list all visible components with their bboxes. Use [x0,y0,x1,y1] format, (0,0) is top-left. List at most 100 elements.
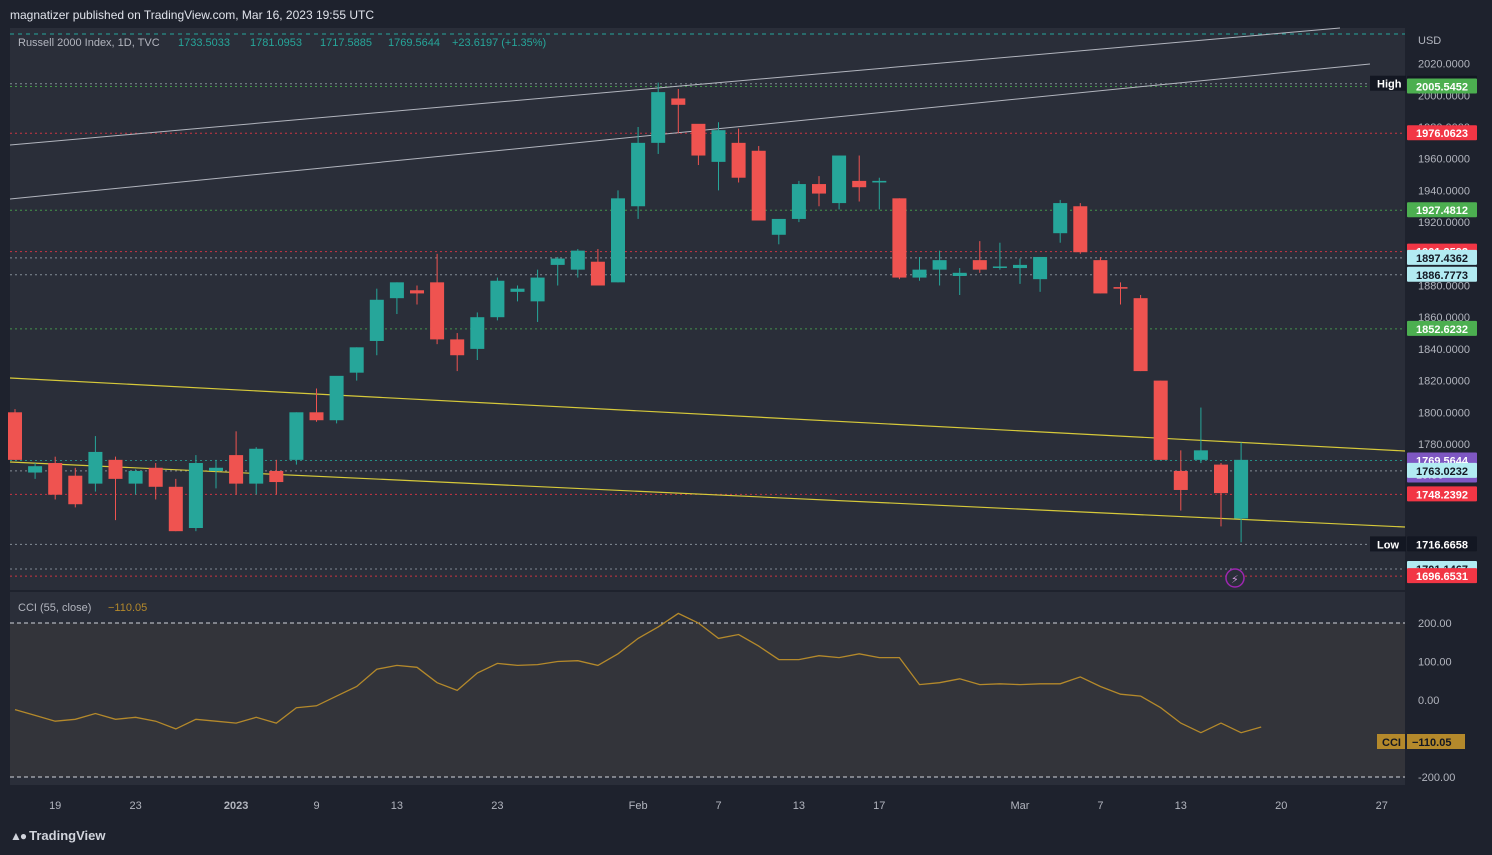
candle[interactable] [349,347,364,381]
candle[interactable] [108,456,123,521]
candle[interactable] [249,447,264,495]
candle-body [1073,206,1088,253]
candle[interactable] [711,122,726,191]
candle[interactable] [872,177,887,210]
candle[interactable] [329,375,344,424]
candle[interactable] [389,282,404,315]
candle[interactable] [1093,256,1108,294]
price-label[interactable]: 1976.0623 [1407,125,1477,141]
price-tag-low: Low [1377,539,1399,551]
price-label-bg [1407,266,1477,282]
candle[interactable] [992,242,1007,270]
candle[interactable] [289,412,304,465]
time-axis[interactable] [10,790,1405,820]
candle[interactable] [691,123,706,166]
trendline-upper-2[interactable] [9,63,1371,200]
candle[interactable] [470,312,485,360]
candle-body [148,467,163,487]
price-pane[interactable] [10,28,1405,590]
candle[interactable] [430,253,445,345]
candle[interactable] [369,288,384,356]
candle[interactable] [510,285,525,302]
candle[interactable] [550,256,565,286]
time-tick-label: 13 [391,800,403,812]
candle[interactable] [1013,258,1027,284]
candle[interactable] [751,146,766,221]
candle[interactable] [410,285,424,305]
candle[interactable] [671,88,686,134]
candle[interactable] [1053,199,1068,243]
candle[interactable] [932,250,947,286]
price-label[interactable]: 1763.0232 [1407,462,1477,478]
candle[interactable] [209,459,223,489]
candle-body [1013,264,1027,269]
footer-brand[interactable]: ▲● TradingView [10,828,105,843]
candle[interactable] [590,249,605,286]
candle[interactable] [28,463,43,479]
candle[interactable] [8,409,22,460]
lightning-icon[interactable] [1225,568,1245,588]
candle[interactable] [1214,463,1228,527]
price-label[interactable]: 1748.2392 [1407,486,1477,502]
candle[interactable] [450,333,465,372]
candle[interactable] [309,388,324,422]
candle[interactable] [1193,407,1208,464]
price-label[interactable]: 1696.6531 [1407,568,1477,584]
price-label[interactable]: 1897.4362 [1407,249,1477,265]
candle[interactable] [490,277,505,321]
candle-body [952,272,967,276]
publisher-header: magnatizer published on TradingView.com,… [10,8,374,22]
candle[interactable] [912,256,927,281]
candle[interactable] [771,218,786,245]
candle[interactable] [1113,282,1128,305]
candle-body [771,218,786,235]
price-label[interactable]: 1852.6232 [1407,320,1477,336]
candle[interactable] [972,241,987,273]
candle[interactable] [148,463,163,500]
candle[interactable] [631,127,646,219]
candle-body [1033,256,1048,280]
candle[interactable] [128,469,143,495]
candle[interactable] [1153,380,1168,460]
price-axis[interactable] [1405,28,1487,785]
candle[interactable] [1073,203,1088,254]
candle-body [1093,260,1108,294]
candle[interactable] [651,82,666,154]
price-tick-label: 1940.0000 [1418,185,1470,197]
candle[interactable] [1173,450,1188,511]
candle[interactable] [611,190,625,283]
trendline-upper-1[interactable] [9,27,1341,146]
candle[interactable] [229,431,244,495]
price-label[interactable]: 2005.5452 [1407,78,1477,94]
cci-value-label[interactable]: CCI −110.05 [1377,734,1465,749]
price-label[interactable]: 1716.6658 Low [1370,536,1477,552]
candle[interactable] [892,198,907,280]
candle[interactable] [812,176,826,207]
candle[interactable] [48,456,63,500]
price-label[interactable]: 1927.4812 [1407,202,1477,218]
candle[interactable] [731,128,746,183]
candle[interactable] [68,467,83,508]
price-label[interactable]: 1886.7773 [1407,266,1477,282]
channel-line-top[interactable] [9,377,1406,452]
candle[interactable] [852,155,867,202]
currency-label: USD [1418,35,1441,47]
candle[interactable] [1133,295,1148,372]
candle[interactable] [832,155,847,210]
cci-line[interactable] [14,612,1262,734]
candle[interactable] [952,268,967,296]
candle[interactable] [269,459,284,495]
candle[interactable] [1234,442,1249,543]
candle-body [550,258,565,265]
candle[interactable] [188,455,203,532]
cci-tick-label: 100.00 [1418,657,1452,669]
candle[interactable] [88,436,103,492]
candle-body [48,463,63,495]
candle[interactable] [168,478,183,532]
candle[interactable] [791,180,806,223]
legend-low: 1717.5885 [320,37,372,49]
candle[interactable] [1033,256,1048,292]
candle[interactable] [530,269,545,322]
candle[interactable] [570,249,585,278]
